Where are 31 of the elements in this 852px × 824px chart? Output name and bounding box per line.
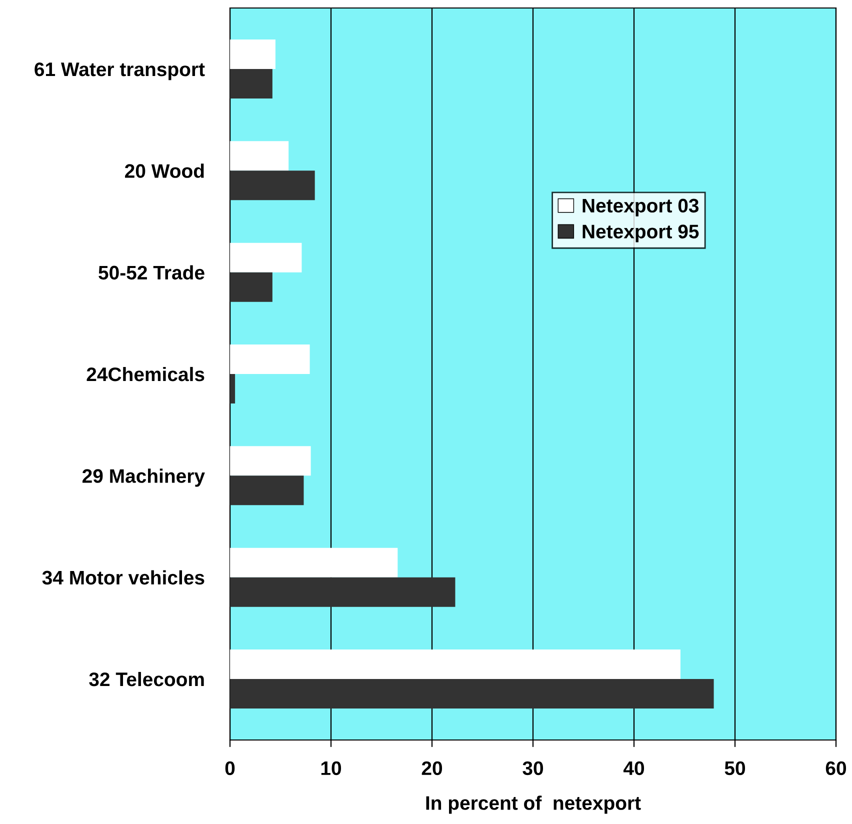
x-axis-title: In percent of netexport xyxy=(426,796,641,814)
y-tick-label: 24Chemicals xyxy=(86,366,204,382)
x-tick-label: 20 xyxy=(422,761,442,776)
x-tick-label: 30 xyxy=(522,761,544,776)
x-tick-label: 0 xyxy=(225,761,235,776)
x-tick-label: 50 xyxy=(724,761,746,776)
bar xyxy=(230,374,236,404)
y-tick-label: 29 Machinery xyxy=(82,468,205,487)
legend-label: Netexport 03 xyxy=(582,198,699,216)
x-tick-label: 40 xyxy=(623,761,644,776)
y-tick-label: 50-52 Trade xyxy=(98,265,204,280)
legend-label: Netexport 95 xyxy=(582,224,699,242)
bar xyxy=(230,548,398,578)
y-tick-label: 34 Motor vehicles xyxy=(42,570,204,585)
y-tick-label: 61 Water transport xyxy=(34,62,205,80)
y-tick-label: 32 Telecoom xyxy=(89,672,204,686)
x-tick-label: 60 xyxy=(826,761,846,776)
bar xyxy=(230,577,456,607)
x-tick-label: 10 xyxy=(321,761,342,776)
bar xyxy=(230,476,304,506)
bar xyxy=(230,40,276,69)
bar xyxy=(230,170,315,200)
bar xyxy=(230,272,272,302)
bar xyxy=(230,69,272,98)
bar xyxy=(230,446,311,476)
bar xyxy=(230,344,310,374)
bar xyxy=(230,650,680,679)
bar xyxy=(230,242,302,272)
y-tick-label: 20 Wood xyxy=(125,164,204,178)
bar xyxy=(230,141,289,171)
bar xyxy=(230,679,714,708)
